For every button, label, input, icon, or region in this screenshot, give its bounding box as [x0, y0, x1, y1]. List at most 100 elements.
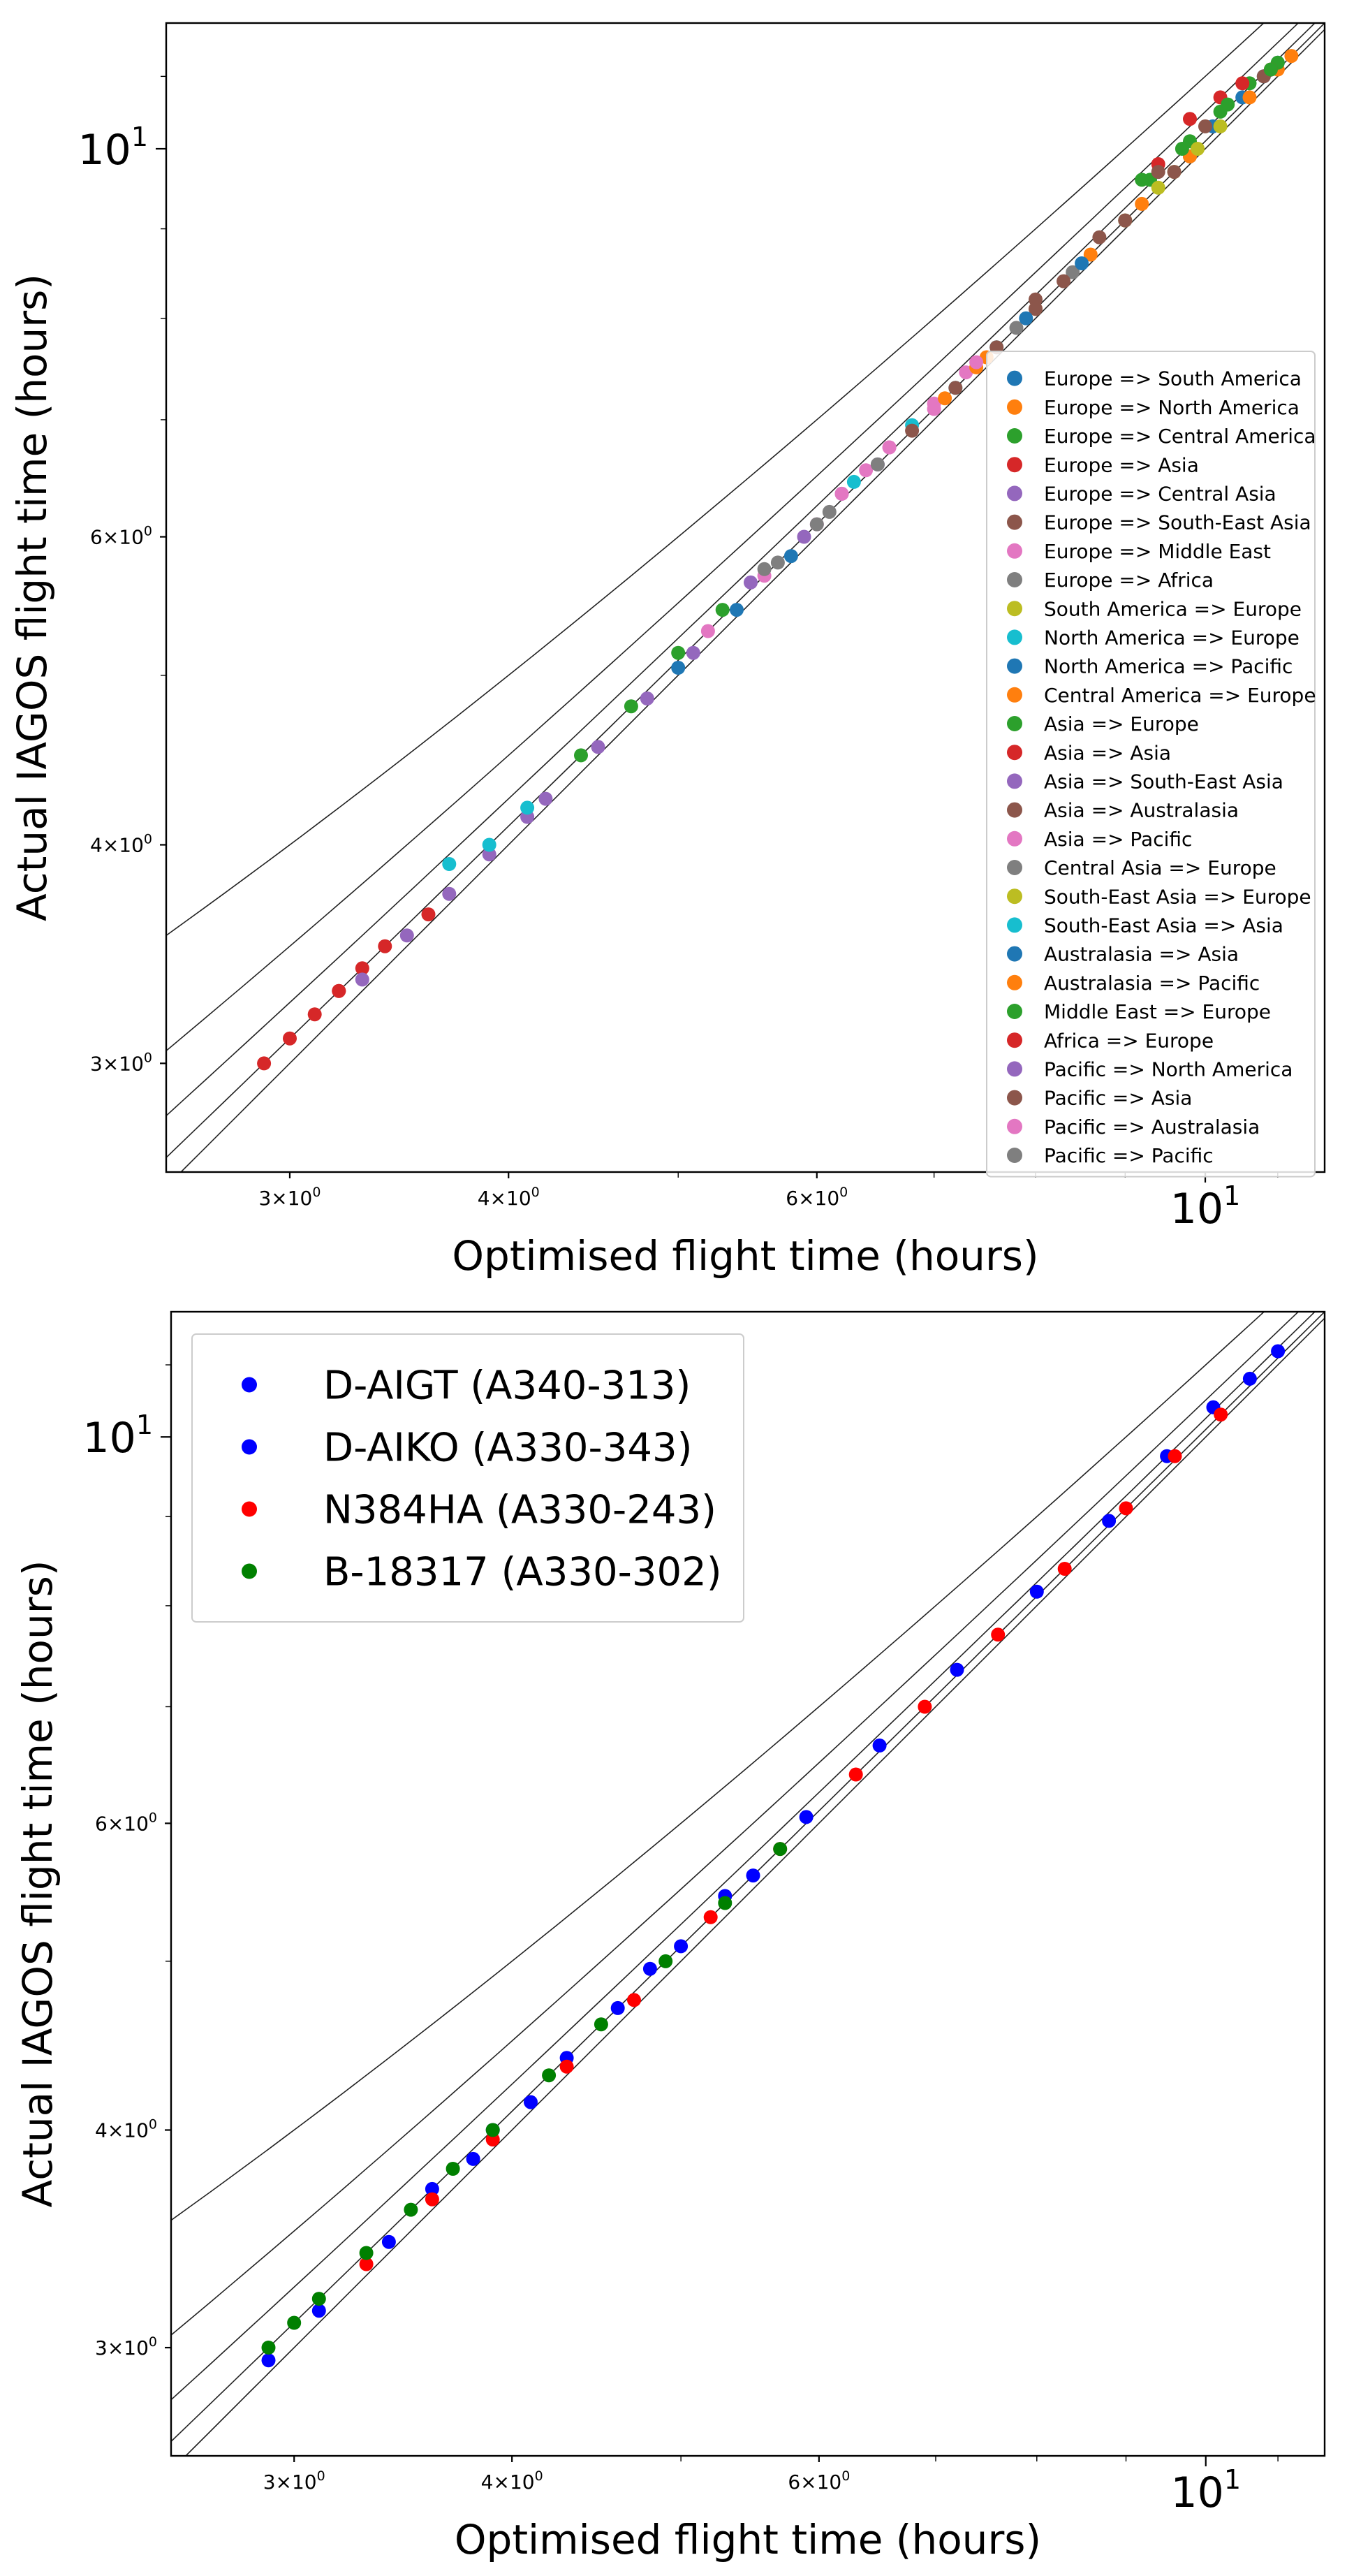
data-point — [355, 961, 369, 976]
data-point — [538, 791, 553, 806]
data-point — [1135, 173, 1149, 187]
data-point — [1029, 1584, 1044, 1599]
legend-marker — [1007, 572, 1022, 587]
legend-label: D-AIKO (A330-343) — [323, 1426, 692, 1471]
data-point — [399, 928, 414, 943]
data-point — [700, 624, 715, 638]
reference-line-4 — [166, 23, 1265, 936]
legend-marker — [1007, 773, 1022, 789]
data-point — [520, 800, 535, 815]
legend-label: Europe => North America — [1044, 396, 1300, 419]
legend-marker — [1007, 917, 1022, 933]
data-point — [1029, 302, 1043, 316]
data-point — [1221, 97, 1235, 112]
data-point — [799, 1810, 814, 1824]
data-point — [642, 1961, 657, 1976]
data-point — [1235, 76, 1250, 91]
data-point — [574, 748, 588, 763]
data-point — [355, 972, 369, 987]
legend-marker — [242, 1377, 257, 1393]
legend-label: South-East Asia => Europe — [1044, 885, 1311, 908]
data-point — [948, 381, 963, 395]
y-tick-label: 4×100 — [90, 832, 152, 857]
data-point — [404, 2202, 418, 2217]
data-point — [283, 1031, 297, 1046]
data-point — [442, 857, 457, 871]
data-point — [770, 555, 785, 570]
data-point — [381, 2234, 396, 2249]
legend-label: Europe => Central America — [1044, 425, 1316, 448]
legend-marker — [1007, 370, 1022, 386]
x-axis-label: Optimised flight time (hours) — [455, 2516, 1041, 2563]
data-point — [1167, 165, 1182, 180]
data-point — [882, 440, 897, 455]
data-point — [757, 562, 772, 576]
reference-line-3 — [171, 1312, 1300, 2336]
y-tick-label: 4×100 — [95, 2117, 157, 2142]
data-point — [715, 603, 730, 617]
legend-label: Australasia => Pacific — [1044, 972, 1260, 995]
x-tick-label: 6×100 — [788, 2468, 850, 2494]
legend-marker — [1007, 601, 1022, 617]
data-point — [822, 504, 837, 519]
legend-marker — [1007, 629, 1022, 645]
data-point — [1263, 62, 1278, 77]
data-point — [378, 939, 392, 953]
legend-marker — [1007, 1118, 1022, 1134]
legend-marker — [242, 1501, 257, 1517]
data-point — [442, 886, 457, 901]
reference-line-2 — [166, 23, 1316, 1116]
data-point — [950, 1662, 964, 1677]
x-tick-label: 4×100 — [481, 2468, 543, 2494]
data-point — [1075, 256, 1089, 270]
data-point — [559, 2059, 574, 2074]
legend-frame — [191, 1333, 744, 1623]
legend-label: Asia => Europe — [1044, 712, 1199, 736]
x-tick-label: 4×100 — [478, 1185, 540, 1210]
data-point — [671, 661, 686, 675]
data-point — [1019, 311, 1033, 325]
legend-marker — [1007, 1090, 1022, 1106]
y-tick-label: 3×100 — [90, 1050, 152, 1075]
legend-label: South-East Asia => Asia — [1044, 914, 1283, 937]
data-point — [594, 2017, 608, 2032]
data-point — [730, 603, 744, 617]
data-point — [1119, 1501, 1133, 1516]
y-tick-label: 6×100 — [90, 524, 152, 549]
legend: D-AIGT (A340-313) D-AIKO (A330-343) N384HA… — [191, 1333, 744, 1623]
legend-label: Pacific => Australasia — [1044, 1115, 1260, 1139]
data-point — [1135, 196, 1149, 211]
data-point — [1214, 1407, 1228, 1422]
scatter-points — [257, 49, 1299, 1071]
legend-label: Asia => Pacific — [1044, 828, 1192, 851]
data-point — [466, 2151, 480, 2166]
data-point — [848, 1767, 863, 1782]
legend-marker — [242, 1439, 257, 1455]
data-point — [524, 2095, 538, 2109]
data-point — [425, 2181, 439, 2196]
legend-marker — [1007, 802, 1022, 818]
data-point — [624, 699, 638, 714]
data-point — [1083, 247, 1098, 262]
data-point — [1057, 1562, 1072, 1576]
data-point — [991, 1627, 1006, 1642]
legend-label: B-18317 (A330-302) — [323, 1550, 722, 1595]
plot-area — [165, 22, 1326, 1173]
data-point — [671, 645, 686, 660]
data-point — [482, 847, 496, 862]
legend-marker — [1007, 888, 1022, 905]
data-point — [332, 983, 346, 998]
legend-marker — [1007, 1004, 1022, 1019]
legend-marker — [1007, 830, 1022, 847]
data-point — [257, 1056, 272, 1071]
data-point — [1102, 1514, 1117, 1528]
data-point — [1213, 119, 1228, 133]
data-point — [1168, 1449, 1182, 1463]
data-point — [846, 474, 861, 489]
x-tick-label: 101 — [1170, 2464, 1241, 2517]
data-point — [773, 1842, 788, 1857]
data-point — [1198, 119, 1212, 133]
x-axis-label: Optimised flight time (hours) — [452, 1232, 1038, 1280]
data-point — [311, 2304, 326, 2318]
